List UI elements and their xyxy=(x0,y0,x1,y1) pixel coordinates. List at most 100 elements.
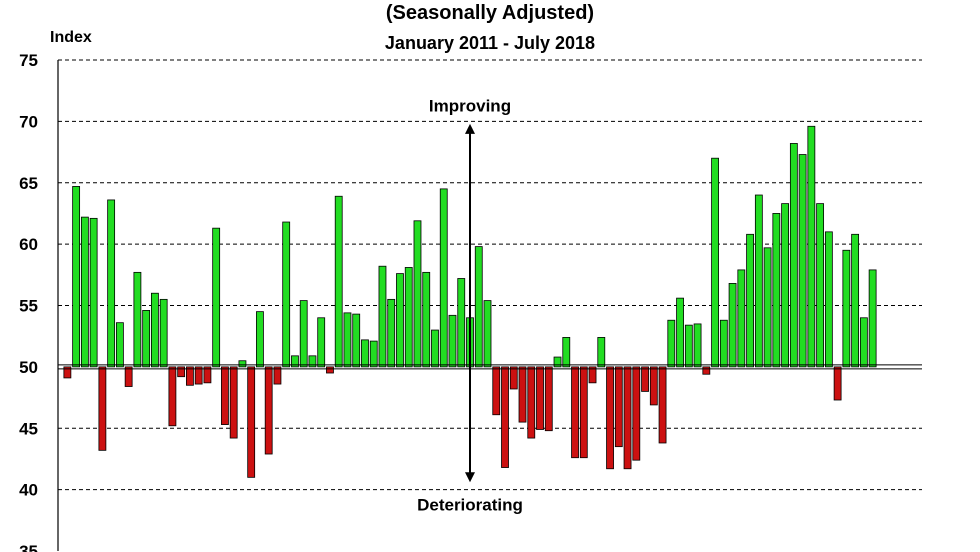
bar xyxy=(536,366,544,430)
bar xyxy=(781,203,789,368)
bar xyxy=(98,366,107,451)
bar xyxy=(509,366,518,390)
bar xyxy=(203,366,212,384)
bar xyxy=(115,322,124,368)
bar xyxy=(553,356,562,368)
bar xyxy=(387,298,396,368)
bar xyxy=(273,366,282,385)
bar xyxy=(676,297,684,368)
bar xyxy=(702,366,711,375)
deteriorating-label: Deteriorating xyxy=(417,495,523,514)
bar xyxy=(159,298,168,368)
bar xyxy=(229,366,238,439)
bar xyxy=(649,366,658,406)
bar xyxy=(614,366,623,448)
bar xyxy=(186,366,194,386)
bar xyxy=(684,324,693,368)
bar xyxy=(212,227,221,368)
bar xyxy=(439,188,448,368)
y-tick-label-60: 60 xyxy=(19,235,38,254)
bar xyxy=(107,199,116,368)
arrow-head-down xyxy=(465,472,475,483)
bar xyxy=(711,157,719,368)
bar xyxy=(151,292,159,368)
bar xyxy=(334,195,343,368)
bar xyxy=(728,283,737,368)
bar xyxy=(142,310,151,368)
bar xyxy=(544,366,553,432)
bar xyxy=(492,366,501,416)
bar xyxy=(833,366,842,401)
bar xyxy=(474,246,483,368)
bar xyxy=(842,249,851,368)
bar xyxy=(518,366,527,423)
bar xyxy=(221,366,229,425)
bar xyxy=(168,366,177,427)
bar xyxy=(299,300,308,368)
bar xyxy=(816,203,825,368)
bar xyxy=(754,194,763,368)
bar xyxy=(317,317,326,368)
y-tick-labels: 35 40 45 50 55 60 65 70 75 xyxy=(19,51,38,552)
chart-title: (Seasonally Adjusted) xyxy=(385,2,595,24)
y-axis-label: Index xyxy=(50,29,92,46)
bar xyxy=(606,366,614,470)
bar xyxy=(256,311,264,368)
bar xyxy=(396,273,404,368)
bar xyxy=(352,313,361,368)
bar xyxy=(501,366,509,468)
bar xyxy=(667,319,676,368)
bar xyxy=(571,366,579,459)
bar xyxy=(851,233,860,368)
y-tick-label-40: 40 xyxy=(19,481,38,500)
y-tick-label-55: 55 xyxy=(19,297,38,316)
arrow-head-up xyxy=(465,123,475,134)
bars xyxy=(63,125,877,478)
bar xyxy=(378,265,387,368)
bar xyxy=(562,337,571,368)
bar xyxy=(763,247,772,368)
bar xyxy=(282,221,291,368)
bar xyxy=(789,143,798,368)
y-tick-label-65: 65 xyxy=(19,174,38,193)
bar xyxy=(588,366,597,384)
bar xyxy=(527,366,536,439)
bar xyxy=(404,267,413,368)
bar xyxy=(124,366,133,387)
bar xyxy=(431,329,439,368)
bar xyxy=(133,271,142,368)
bar xyxy=(483,300,492,368)
bar xyxy=(413,220,422,368)
bar xyxy=(247,366,256,478)
axes xyxy=(57,60,922,551)
improving-label: Improving xyxy=(429,96,511,115)
bar xyxy=(623,366,632,470)
bar xyxy=(597,337,606,368)
y-tick-label-45: 45 xyxy=(19,419,38,438)
bar xyxy=(772,213,781,368)
bar xyxy=(63,366,72,379)
bar xyxy=(641,366,649,392)
bar xyxy=(737,269,746,368)
bar xyxy=(264,366,273,455)
bar xyxy=(308,355,317,368)
y-tick-label-70: 70 xyxy=(19,112,38,131)
bar xyxy=(238,360,247,368)
chart-subtitle: January 2011 - July 2018 xyxy=(384,33,596,53)
direction-arrow xyxy=(465,123,475,483)
y-tick-label-35: 35 xyxy=(19,542,38,552)
bar xyxy=(422,271,431,368)
bar xyxy=(824,231,833,368)
bar xyxy=(177,366,186,378)
gridlines xyxy=(58,59,922,491)
bar xyxy=(361,339,369,368)
bar xyxy=(719,319,728,368)
bar xyxy=(72,186,81,368)
bar xyxy=(868,269,877,368)
bar xyxy=(746,233,754,368)
bar xyxy=(859,317,868,368)
bar xyxy=(632,366,641,461)
bar xyxy=(80,216,89,368)
bar xyxy=(89,217,98,368)
